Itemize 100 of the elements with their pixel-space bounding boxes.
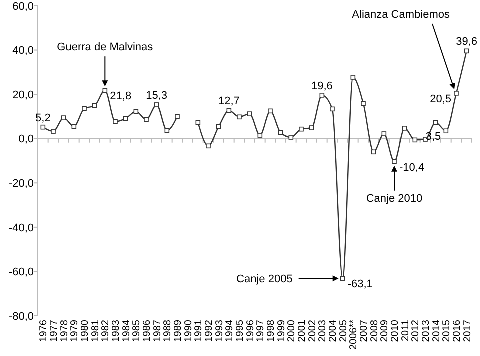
point xyxy=(340,276,346,281)
point xyxy=(268,108,273,114)
point xyxy=(102,88,108,93)
annotation: Canje 2010 xyxy=(366,192,423,205)
x-tick-label: 2002 xyxy=(307,320,318,342)
data-label: 20,5 xyxy=(430,93,452,106)
point xyxy=(402,126,408,131)
data-label: 15,3 xyxy=(146,90,168,102)
point xyxy=(433,120,438,126)
point xyxy=(51,129,56,134)
point xyxy=(196,120,201,126)
point xyxy=(175,114,180,120)
x-tick-label: 2001 xyxy=(297,320,308,342)
x-tick-label: 2017 xyxy=(462,320,474,342)
x-tick-label: 2014 xyxy=(431,320,442,342)
point xyxy=(247,112,252,116)
x-tick-label: 1997 xyxy=(256,320,267,342)
point xyxy=(278,130,284,136)
x-tick-label: 2005 xyxy=(338,320,350,342)
x-tick-label: 1981 xyxy=(90,320,102,342)
annotation: Guerra de Malvinas xyxy=(57,42,154,54)
x-tick-label: 2008 xyxy=(369,320,380,342)
data-label: 39,6 xyxy=(456,36,478,48)
y-tick-label: -80,0 xyxy=(8,310,34,323)
x-tick-label: 1996 xyxy=(245,320,256,342)
point xyxy=(144,117,149,122)
x-tick-label: 1976 xyxy=(38,320,50,342)
y-tick-label: -40,0 xyxy=(8,222,34,234)
point xyxy=(382,132,387,136)
x-tick-label: 1995 xyxy=(235,320,246,342)
data-label: 21,8 xyxy=(110,90,132,103)
x-tick-label: 1989 xyxy=(173,320,184,342)
point xyxy=(330,106,335,112)
x-tick-label: 2004 xyxy=(328,320,339,342)
x-tick-label: 1988 xyxy=(162,320,174,342)
x-tick-label: 2006** xyxy=(348,320,360,350)
y-tick-label: 60,0 xyxy=(12,0,34,13)
point xyxy=(454,91,459,96)
point xyxy=(123,116,128,122)
point xyxy=(154,102,160,108)
data-label: -10,4 xyxy=(400,162,425,174)
x-tick-label: 1982 xyxy=(100,320,112,342)
x-tick-label: 1978 xyxy=(59,320,70,342)
x-tick-label: 1990 xyxy=(183,320,194,342)
x-tick-label: 1984 xyxy=(121,320,132,342)
point xyxy=(226,108,232,114)
x-tick-label: 1979 xyxy=(70,320,81,342)
y-tick-label: 20,0 xyxy=(12,89,34,102)
x-tick-label: 1991 xyxy=(194,320,205,342)
point xyxy=(216,124,222,130)
x-tick-label: 1986 xyxy=(142,320,153,342)
x-tick-label: 2007 xyxy=(359,320,370,342)
point xyxy=(309,126,314,130)
point xyxy=(134,109,139,114)
y-tick-label: -20,0 xyxy=(8,178,34,190)
x-tick-label: 2012 xyxy=(410,320,422,342)
data-label: 12,7 xyxy=(218,96,240,108)
point xyxy=(444,128,449,134)
point xyxy=(206,144,211,149)
point xyxy=(464,48,470,54)
point xyxy=(258,133,263,138)
point xyxy=(412,138,418,143)
x-tick-label: 2010 xyxy=(390,320,401,342)
point xyxy=(299,126,304,132)
x-tick-label: 1999 xyxy=(276,320,288,342)
annotation: Alianza Cambiemos xyxy=(352,9,450,21)
x-tick-label: 1993 xyxy=(214,320,226,342)
point xyxy=(82,106,87,112)
point xyxy=(288,135,294,140)
point xyxy=(371,150,376,155)
point xyxy=(361,101,366,106)
y-tick-label: -60,0 xyxy=(8,266,34,279)
x-tick-label: 1985 xyxy=(132,320,143,342)
point xyxy=(392,159,397,164)
x-tick-label: 1998 xyxy=(266,320,277,342)
x-tick-label: 2003 xyxy=(318,320,329,342)
x-tick-label: 2000 xyxy=(286,320,298,342)
data-label: 19,6 xyxy=(311,80,333,92)
point xyxy=(92,103,98,108)
point xyxy=(350,75,356,80)
point xyxy=(164,128,170,134)
x-tick-label: 2015 xyxy=(442,320,453,342)
x-tick-label: 1980 xyxy=(80,320,91,342)
point xyxy=(320,93,325,98)
x-tick-label: 1977 xyxy=(49,320,60,342)
x-tick-label: 1992 xyxy=(204,320,215,342)
x-tick-label: 2009 xyxy=(380,320,391,342)
x-tick-label: 2013 xyxy=(421,320,432,342)
point xyxy=(61,116,66,120)
x-tick-label: 2016 xyxy=(452,320,463,342)
x-tick-label: 2011 xyxy=(400,320,412,342)
y-tick-label: 40,0 xyxy=(12,45,34,58)
point xyxy=(40,124,46,130)
data-label: 5,2 xyxy=(36,112,51,124)
x-tick-label: 1983 xyxy=(111,320,122,342)
point xyxy=(72,124,77,130)
x-tick-label: 1987 xyxy=(152,320,164,342)
point xyxy=(113,119,118,124)
y-tick-label: 0,0 xyxy=(18,134,34,146)
point xyxy=(237,114,242,120)
